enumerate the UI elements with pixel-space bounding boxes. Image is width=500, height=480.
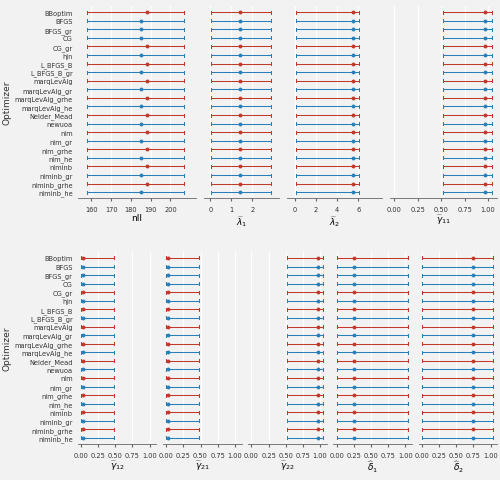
X-axis label: $\widehat{\lambda}_1$: $\widehat{\lambda}_1$	[236, 214, 248, 228]
X-axis label: nll: nll	[132, 214, 142, 223]
X-axis label: $\widehat{\delta}_1$: $\widehat{\delta}_1$	[367, 459, 378, 474]
X-axis label: $\widehat{\gamma}_{22}$: $\widehat{\gamma}_{22}$	[280, 459, 295, 472]
Y-axis label: Optimizer: Optimizer	[2, 81, 12, 125]
X-axis label: $\widehat{\gamma}_{11}$: $\widehat{\gamma}_{11}$	[436, 214, 451, 227]
X-axis label: $\widehat{\lambda}_2$: $\widehat{\lambda}_2$	[329, 214, 340, 228]
Y-axis label: Optimizer: Optimizer	[2, 326, 12, 371]
X-axis label: $\widehat{\delta}_2$: $\widehat{\delta}_2$	[452, 459, 464, 474]
X-axis label: $\widehat{\gamma}_{21}$: $\widehat{\gamma}_{21}$	[195, 459, 210, 472]
X-axis label: $\widehat{\gamma}_{12}$: $\widehat{\gamma}_{12}$	[110, 459, 124, 472]
